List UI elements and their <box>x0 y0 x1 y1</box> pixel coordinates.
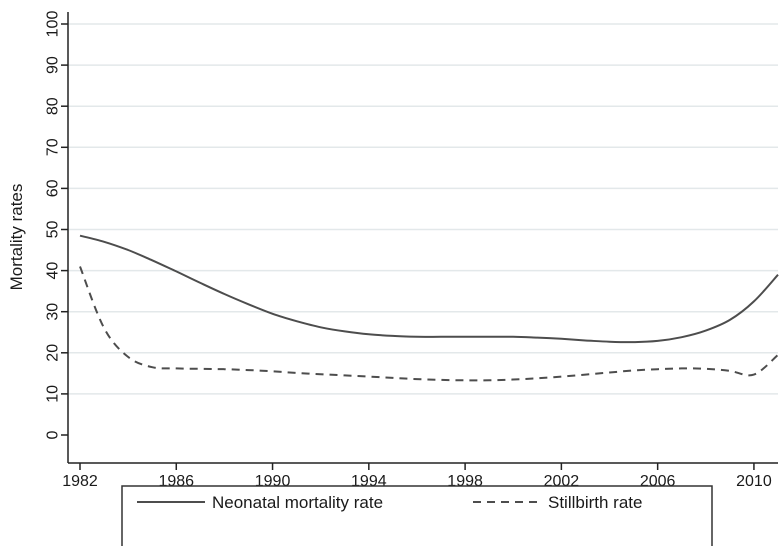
y-tick-label-30: 30 <box>45 303 62 321</box>
y-tick-label-90: 90 <box>45 56 62 74</box>
y-tick-label-100: 100 <box>45 11 62 38</box>
y-tick-label-40: 40 <box>45 262 62 280</box>
legend-box <box>121 485 713 546</box>
series-layer <box>79 234 779 382</box>
legend-label-neonatal: Neonatal mortality rate <box>212 493 383 512</box>
y-tick-label-10: 10 <box>45 385 62 403</box>
y-tick-label-0: 0 <box>45 430 62 439</box>
y-axis-title: Mortality rates <box>7 184 26 291</box>
x-tick-label-2010: 2010 <box>736 473 772 490</box>
x-tick-label-1982: 1982 <box>62 473 98 490</box>
grid-layer <box>68 23 778 395</box>
legend: Neonatal mortality rate Stillbirth rate <box>121 485 713 546</box>
y-tick-label-80: 80 <box>45 97 62 115</box>
series-line-neonatal <box>79 234 779 344</box>
y-tick-label-60: 60 <box>45 179 62 197</box>
series-line-stillbirth <box>79 266 779 382</box>
legend-label-stillbirth: Stillbirth rate <box>548 493 642 512</box>
y-tick-label-70: 70 <box>45 138 62 156</box>
y-tick-label-50: 50 <box>45 221 62 239</box>
y-tick-label-20: 20 <box>45 344 62 362</box>
